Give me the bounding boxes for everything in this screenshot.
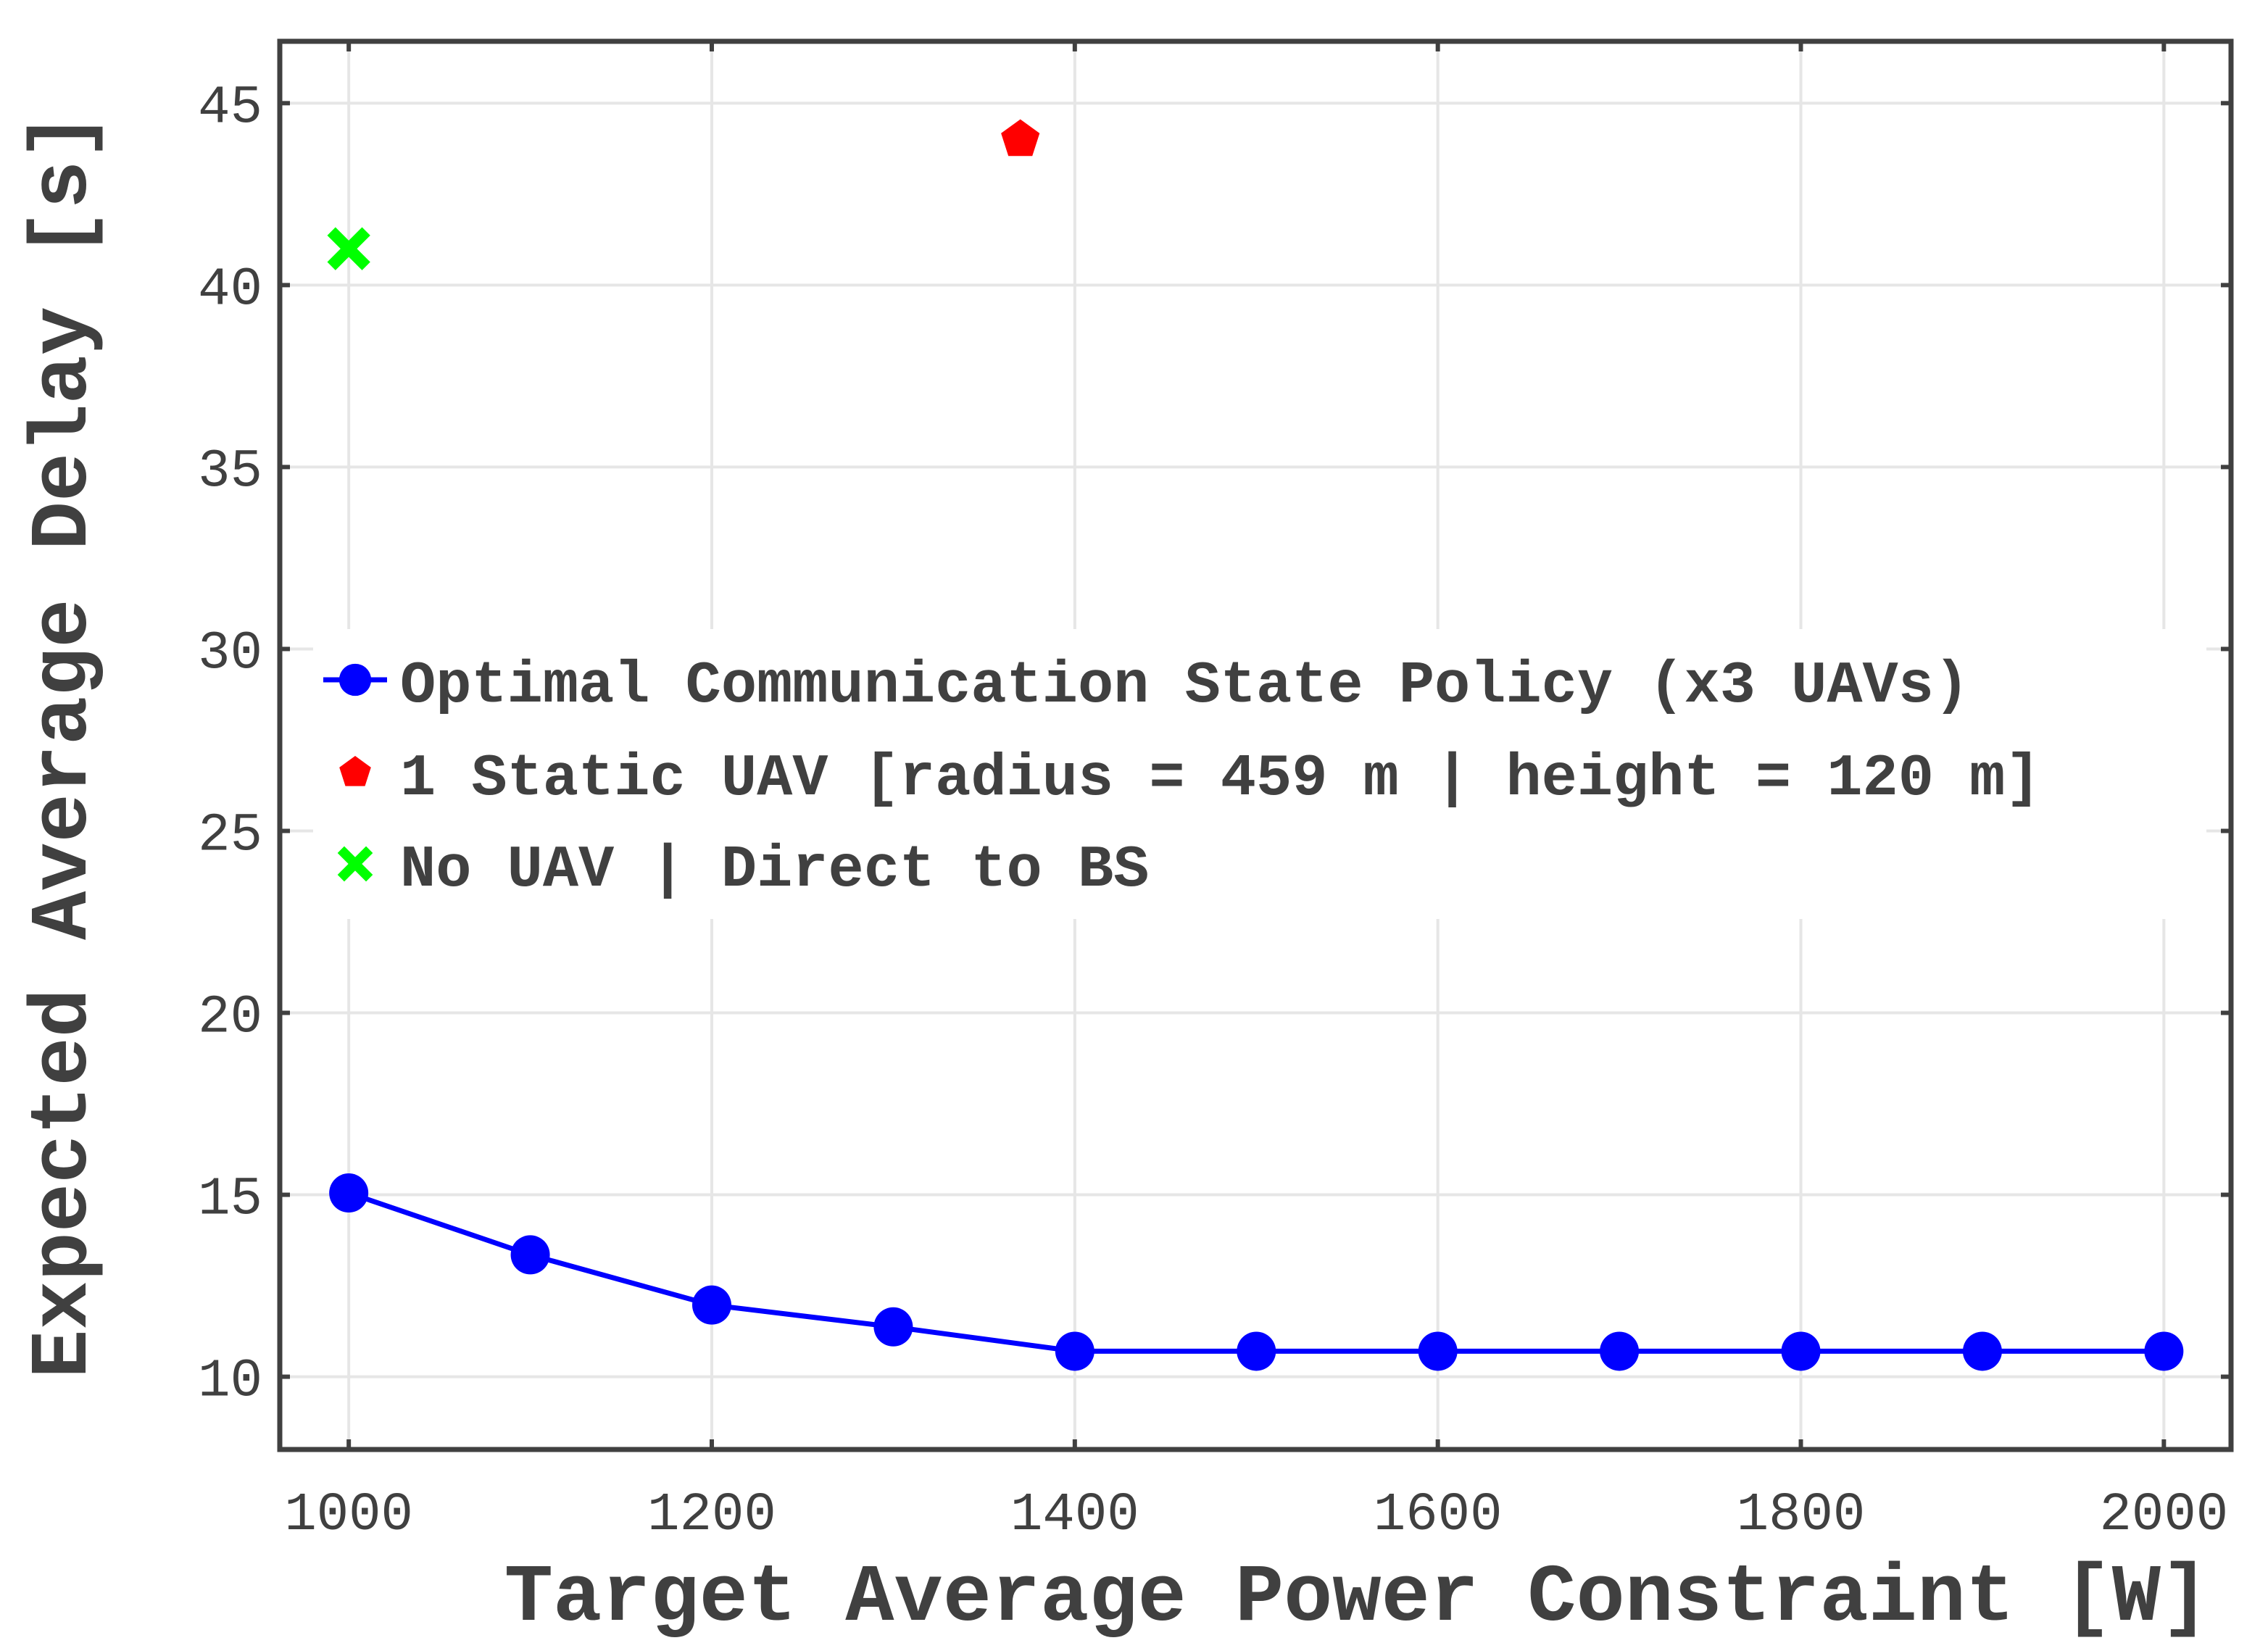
y-tick-label: 45 xyxy=(198,78,262,138)
tick-labels: 1000 1200 1400 1600 1800 2000 10 15 20 25 30 35 40 45 xyxy=(198,78,2228,1546)
data-point xyxy=(691,1285,731,1325)
data-point xyxy=(1781,1331,1821,1371)
legend-marker xyxy=(339,756,371,786)
y-tick-label: 35 xyxy=(198,441,262,502)
data-point xyxy=(1237,1331,1276,1371)
data-point xyxy=(1001,119,1040,157)
y-tick-label: 25 xyxy=(198,805,262,866)
legend-label: No UAV | Direct to BS xyxy=(400,836,1149,904)
data-point xyxy=(329,1173,369,1213)
y-tick-label: 10 xyxy=(198,1352,262,1413)
y-tick-label: 20 xyxy=(198,988,262,1049)
data-point xyxy=(873,1307,913,1347)
y-tick-label: 30 xyxy=(198,623,262,684)
y-axis-title: Expected Average Delay [s] xyxy=(18,112,110,1378)
data-point xyxy=(327,227,370,270)
x-tick-label: 1200 xyxy=(647,1485,776,1546)
legend-marker xyxy=(337,846,373,882)
x-tick-label: 1000 xyxy=(284,1485,413,1546)
data-point xyxy=(1962,1331,2002,1371)
data-point xyxy=(1418,1331,1458,1371)
x-tick-label: 1400 xyxy=(1010,1485,1139,1546)
x-tick-label: 1800 xyxy=(1737,1485,1866,1546)
legend-label: Optimal Communication State Policy (x3 U… xyxy=(400,652,1969,720)
x-tick-label: 1600 xyxy=(1374,1485,1503,1546)
x-tick-label: 2000 xyxy=(2100,1485,2229,1546)
x-axis-title: Target Average Power Constraint [W] xyxy=(504,1552,2209,1639)
data-point xyxy=(2144,1331,2184,1371)
plot-frame xyxy=(277,38,2234,1452)
axes-frame xyxy=(277,38,2234,1452)
y-tick-label: 15 xyxy=(198,1170,262,1231)
data-point xyxy=(510,1235,550,1275)
data-point xyxy=(1600,1331,1640,1371)
legend-box xyxy=(313,629,2206,919)
data-point xyxy=(1055,1331,1094,1371)
plot-series xyxy=(327,119,2184,1371)
y-tick-label: 40 xyxy=(198,259,262,320)
legend: Optimal Communication State Policy (x3 U… xyxy=(313,629,2206,919)
legend-marker xyxy=(338,663,372,696)
legend-label: 1 Static UAV [radius = 459 m | height = … xyxy=(400,745,2041,812)
